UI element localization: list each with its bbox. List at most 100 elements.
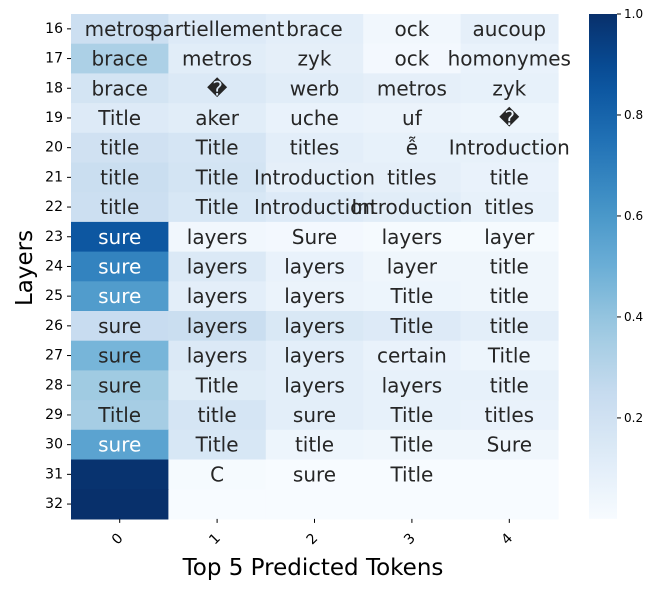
heatmap-cell xyxy=(363,43,462,74)
cell-token-label: sure xyxy=(98,433,141,457)
cell-token-label: Title xyxy=(487,344,531,368)
heatmap-cell xyxy=(460,429,559,461)
cell-token-label: werb xyxy=(290,76,340,100)
heatmap-cell xyxy=(265,43,364,74)
heatmap-cell xyxy=(265,311,364,342)
heatmap-cell xyxy=(460,370,559,401)
cell-token-label: title xyxy=(100,195,139,219)
heatmap-cell xyxy=(363,132,462,164)
cell-token-label: title xyxy=(490,284,529,308)
heatmap-cell xyxy=(363,400,462,431)
cell-token-label: brace xyxy=(286,17,342,41)
x-axis-ticks: 0 1 2 3 4 xyxy=(109,518,517,548)
heatmap-cell xyxy=(265,251,364,282)
heatmap-cell xyxy=(363,73,462,104)
heatmap-cell xyxy=(71,459,169,490)
heatmap-cell xyxy=(265,400,364,431)
heatmap-cell xyxy=(168,400,267,431)
heatmap-cell xyxy=(460,251,559,282)
heatmap-cell xyxy=(168,43,267,74)
y-tick-label: 26 xyxy=(45,318,63,334)
heatmap-cell xyxy=(363,103,462,134)
cell-token-label: Title xyxy=(195,195,239,219)
heatmap-cell xyxy=(168,73,267,104)
cell-token-label: C xyxy=(210,462,224,486)
x-tick-label: 1 xyxy=(206,530,224,548)
heatmap-cell xyxy=(460,192,559,223)
heatmap-cell xyxy=(363,221,462,253)
x-tick-label: 4 xyxy=(499,530,517,548)
heatmap-cell xyxy=(265,459,364,490)
heatmap-cell xyxy=(71,251,169,282)
cell-token-label: Title xyxy=(97,403,141,427)
cell-token-label: metros xyxy=(377,76,447,100)
heatmap-cell xyxy=(168,251,267,282)
heatmap-cell xyxy=(460,340,559,371)
cell-token-label: layers xyxy=(284,373,345,397)
heatmap-cell xyxy=(168,162,267,193)
colorbar-tick-label: 0.6 xyxy=(624,209,643,223)
heatmap-cell xyxy=(71,192,169,223)
cell-token-label: titles xyxy=(387,165,437,189)
cell-token-label: layer xyxy=(387,254,438,278)
cell-token-label: sure xyxy=(293,462,336,486)
heatmap-cell xyxy=(363,251,462,282)
cell-token-label: layers xyxy=(187,225,248,249)
cell-token-label: title xyxy=(100,165,139,189)
cell-token-label: Title xyxy=(389,403,433,427)
cell-token-label: Title xyxy=(195,165,239,189)
cell-token-label: zyk xyxy=(298,47,332,71)
heatmap-cell xyxy=(460,132,559,164)
y-tick-label: 21 xyxy=(45,169,63,185)
cell-token-label: sure xyxy=(98,225,141,249)
heatmap-cell xyxy=(71,311,169,342)
cell-token-label: ock xyxy=(394,17,429,41)
heatmap-cell xyxy=(71,132,169,164)
cell-token-label: uf xyxy=(402,106,423,130)
cell-token-label: title xyxy=(490,165,529,189)
y-axis-title: Layers xyxy=(12,230,38,306)
heatmap-cell xyxy=(71,400,169,431)
y-tick-label: 19 xyxy=(45,110,63,126)
heatmap-cell xyxy=(363,340,462,371)
cell-token-label: Introduction xyxy=(351,195,472,219)
heatmap-cell xyxy=(460,459,559,490)
cell-token-label: zyk xyxy=(492,76,526,100)
heatmap-cell xyxy=(265,281,364,312)
heatmap-cell xyxy=(168,14,267,45)
colorbar: 0.2 0.4 0.6 0.8 1.0 xyxy=(589,7,643,519)
heatmap-cell xyxy=(168,459,267,490)
cell-token-label: titles xyxy=(485,195,535,219)
heatmap-cell xyxy=(71,340,169,371)
y-tick-label: 18 xyxy=(45,80,63,96)
heatmap-cell xyxy=(71,14,169,45)
cell-token-label: layers xyxy=(382,373,443,397)
cell-token-label: layers xyxy=(284,284,345,308)
cell-token-label: layers xyxy=(187,344,248,368)
y-tick-label: 31 xyxy=(45,466,63,482)
x-axis-title: Top 5 Predicted Tokens xyxy=(182,555,444,581)
heatmap-cell xyxy=(363,370,462,401)
heatmap-cell xyxy=(71,221,169,253)
heatmap-cell xyxy=(168,221,267,253)
cell-token-label: layers xyxy=(284,254,345,278)
cell-token-label: aucoup xyxy=(473,17,547,41)
heatmap-cell xyxy=(168,192,267,223)
cell-token-label: metros xyxy=(182,47,252,71)
cell-token-label: Title xyxy=(195,373,239,397)
heatmap-cell xyxy=(265,429,364,461)
cell-token-label: layers xyxy=(187,254,248,278)
y-tick-label: 32 xyxy=(45,496,63,512)
heatmap-cell xyxy=(363,162,462,193)
heatmap-cell xyxy=(168,281,267,312)
heatmap-cell xyxy=(168,311,267,342)
heatmap-cell xyxy=(265,103,364,134)
y-axis-ticks: 16 17 18 19 20 21 22 23 24 25 26 27 28 29 30 31 32 xyxy=(45,21,71,512)
cell-token-label: title xyxy=(295,433,334,457)
cell-token-label: homonymes xyxy=(448,47,571,71)
cell-token-label: Title xyxy=(195,136,239,160)
cell-token-label: title xyxy=(490,254,529,278)
cell-token-label: sure xyxy=(98,314,141,338)
cell-token-label: Title xyxy=(389,284,433,308)
